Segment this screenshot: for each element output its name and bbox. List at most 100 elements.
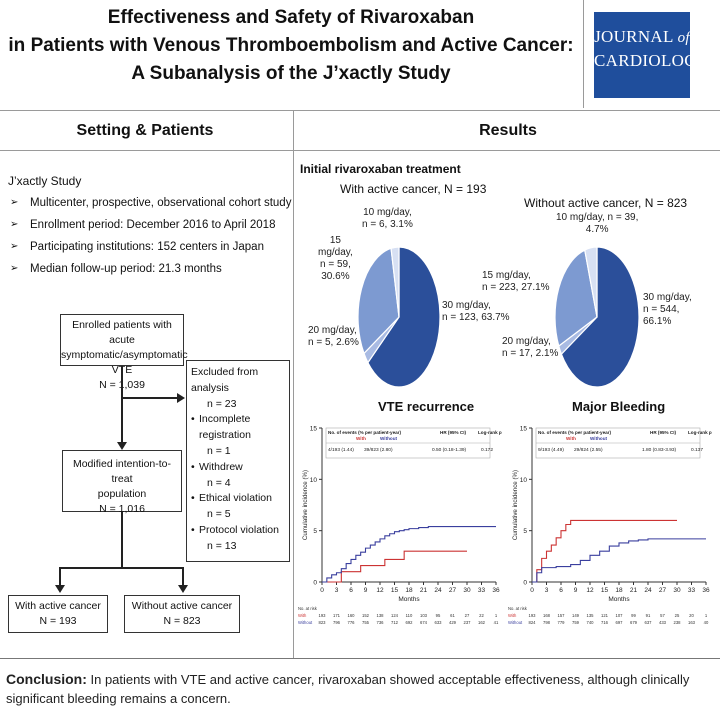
at-risk-with-value: 152 [362,613,370,618]
study-label: J’xactly Study [8,174,82,188]
at-risk-with-value: 157 [558,613,566,618]
conclusion: Conclusion: In patients with VTE and act… [6,670,714,708]
x-tick-label: 3 [335,587,339,594]
at-risk-with-value: 193 [529,613,537,618]
at-risk-without-value: 824 [529,620,537,625]
at-risk-without-value: 823 [319,620,327,625]
conclusion-label: Conclusion: [6,671,87,687]
x-tick-label: 30 [463,587,471,594]
journal-of: of [677,30,690,46]
title-line: in Patients with Venous Thromboembolism … [8,35,574,56]
at-risk-with-value: 138 [377,613,385,618]
at-risk-without-value: 679 [630,620,638,625]
pie-slice-30-mg-day [367,246,441,388]
hazard-ratio: 1.80 (0.83-3.93) [642,447,677,453]
title-line: A Subanalysis of the J’xactly Study [131,63,451,84]
bullet-item: Median follow-up period: 21.3 months [10,258,291,280]
excluded-reason-count: n = 4 [207,476,231,489]
at-risk-without-value: 759 [572,620,580,625]
x-tick-label: 0 [530,587,534,594]
at-risk-head: No. at risk [298,606,318,611]
excluded-reason: Ethical violation [191,491,285,507]
initial-treatment-label: Initial rivaroxaban treatment [300,162,461,176]
at-risk-without-value: 740 [587,620,595,625]
y-tick-label: 5 [523,528,527,535]
x-axis-label: Months [608,596,630,603]
pie-slice-15-mg-day [357,247,400,355]
table-head-logrank: Log-rank p [478,430,502,435]
y-tick-label: 10 [520,477,528,484]
excluded-reason: Protocol violation [191,523,285,539]
mitt-text: population [97,488,147,500]
at-risk-without-value: 697 [616,620,624,625]
x-tick-label: 9 [364,587,368,594]
at-risk-with-value: 124 [391,613,399,618]
at-risk-with-value: 1 [495,613,498,618]
with-cancer-box: With active cancer N = 193 [8,595,108,633]
table-head-events: No. of events (% per patient-year) [328,430,401,435]
at-risk-without-value: 238 [674,620,682,625]
at-risk-with-value: 27 [465,613,470,618]
at-risk-without-value: 163 [688,620,696,625]
y-tick-label: 0 [313,580,317,587]
pie-with-label-30: 30 mg/day, n = 123, 63.7% [442,300,510,323]
pie-without-slices [554,246,640,388]
pie-with-label-20: 20 mg/day, n = 5, 2.6% [308,325,359,348]
at-risk-with-value: 149 [572,613,580,618]
hazard-ratio: 0.50 (0.18-1.39) [432,447,467,453]
at-risk-with-value: 121 [601,613,609,618]
at-risk-with-value: 61 [450,613,455,618]
y-tick-label: 15 [520,426,528,433]
logrank-p: 0.137 [691,447,703,453]
at-risk-without-value: 692 [406,620,414,625]
at-risk-without-value: 779 [558,620,566,625]
bullet-item: Participating institutions: 152 centers … [10,236,291,258]
x-tick-label: 24 [434,587,442,594]
at-risk-without-value: 755 [362,620,370,625]
at-risk-without-value: 716 [601,620,609,625]
at-risk-without-value: 429 [449,620,457,625]
at-risk-with-value: 107 [616,613,624,618]
mitt-box: Modified intention-to-treat population N… [62,450,182,515]
pie-with-label-15: 15 mg/day, n = 59, 30.6% [318,235,353,282]
at-risk-without-value: 712 [391,620,399,625]
pie-slice-10-mg-day [390,246,400,318]
title-line: Effectiveness and Safety of Rivaroxaban [107,7,475,28]
x-axis-label: Months [398,596,420,603]
mitt-count: N = 1,016 [99,503,145,515]
at-risk-with-value: 135 [587,613,595,618]
table-head-without: Without [380,436,398,441]
at-risk-without-value: 433 [659,620,667,625]
table-head-with: With [356,436,366,441]
at-risk-with-value: 22 [479,613,484,618]
journal-name: JOURNAL [594,27,674,46]
excluded-box: Excluded from analysis n = 23 Incomplete… [186,360,290,562]
events-without: 39/823 (2.80) [364,447,393,453]
at-risk-with-value: 1 [705,613,708,618]
x-tick-label: 0 [320,587,324,594]
y-axis-label: Cumulative incidence (%) [302,470,309,540]
series-line-without [322,526,496,583]
at-risk-without-value: 633 [435,620,443,625]
x-tick-label: 18 [615,587,623,594]
bleeding-title: Major Bleeding [572,399,666,414]
x-tick-label: 18 [405,587,413,594]
at-risk-without-value: 41 [494,620,499,625]
at-risk-with-value: 110 [406,613,413,618]
table-head-without: Without [590,436,608,441]
pie-without [554,246,640,388]
at-risk-without-value: 637 [645,620,653,625]
at-risk-with-value: 20 [689,613,694,618]
x-tick-label: 15 [391,587,399,594]
setting-heading: Setting & Patients [76,122,214,139]
at-risk-without-value: 40 [704,620,709,625]
excluded-reason-count: n = 5 [207,508,231,521]
without-cancer-box: Without active cancer N = 823 [124,595,240,633]
at-risk-with-value: 171 [333,613,341,618]
vte-title: VTE recurrence [378,399,475,414]
at-risk-head: No. at risk [508,606,528,611]
pie-with-slices [357,246,441,388]
events-with: 9/193 (4.49) [538,447,564,453]
x-tick-label: 27 [659,587,667,594]
